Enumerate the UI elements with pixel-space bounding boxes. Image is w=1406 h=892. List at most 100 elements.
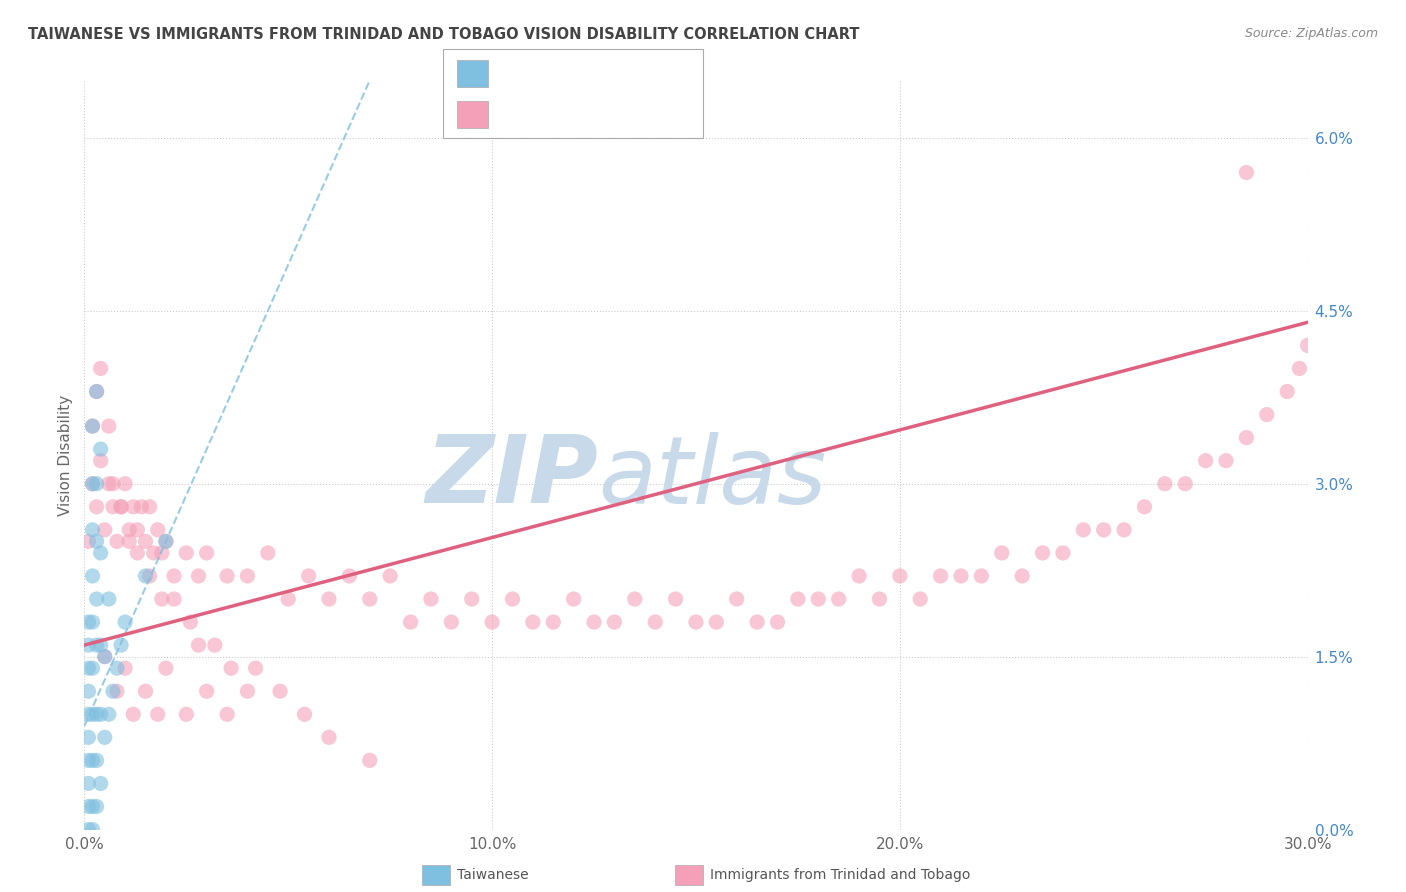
Point: [86, 592, 108, 607]
Point: [77, 753, 100, 767]
Text: Source: ZipAtlas.com: Source: ZipAtlas.com: [1244, 27, 1378, 40]
Point: [82, 615, 104, 629]
Point: [146, 707, 169, 722]
Point: [82, 419, 104, 434]
Point: [90, 453, 112, 467]
Point: [138, 500, 160, 514]
Point: [118, 534, 141, 549]
Point: [889, 569, 911, 583]
Point: [77, 615, 100, 629]
Point: [150, 592, 173, 607]
Point: [90, 546, 112, 560]
Point: [399, 615, 422, 629]
Point: [142, 546, 165, 560]
Point: [122, 500, 145, 514]
Point: [163, 592, 186, 607]
Point: [481, 615, 503, 629]
Point: [236, 684, 259, 698]
Point: [195, 684, 218, 698]
Point: [644, 615, 666, 629]
Point: [725, 592, 748, 607]
Point: [77, 707, 100, 722]
Point: [187, 569, 209, 583]
Point: [77, 684, 100, 698]
Point: [359, 592, 381, 607]
Point: [114, 615, 136, 629]
Point: [86, 799, 108, 814]
Point: [1032, 546, 1054, 560]
Point: [359, 753, 381, 767]
Point: [461, 592, 484, 607]
Point: [970, 569, 993, 583]
Point: [118, 523, 141, 537]
Point: [93, 523, 115, 537]
Point: [93, 649, 115, 664]
Point: [440, 615, 463, 629]
Text: R = 0.268   N = 110: R = 0.268 N = 110: [496, 107, 664, 121]
Point: [1296, 338, 1319, 352]
Point: [101, 476, 124, 491]
Text: Taiwanese: Taiwanese: [457, 868, 529, 882]
Point: [97, 707, 120, 722]
Point: [339, 569, 361, 583]
Point: [77, 661, 100, 675]
Point: [195, 546, 218, 560]
Point: [1092, 523, 1115, 537]
Point: [155, 534, 177, 549]
Point: [86, 476, 108, 491]
Point: [86, 500, 108, 514]
Point: [277, 592, 299, 607]
Point: [155, 534, 177, 549]
Point: [1011, 569, 1033, 583]
Point: [766, 615, 789, 629]
Point: [1236, 165, 1258, 179]
Text: Immigrants from Trinidad and Tobago: Immigrants from Trinidad and Tobago: [710, 868, 970, 882]
Point: [163, 569, 186, 583]
Point: [93, 649, 115, 664]
Point: [929, 569, 952, 583]
Point: [1133, 500, 1156, 514]
Point: [685, 615, 707, 629]
Point: [114, 661, 136, 675]
Point: [869, 592, 891, 607]
Point: [665, 592, 688, 607]
Point: [127, 546, 149, 560]
Point: [82, 661, 104, 675]
Point: [204, 638, 226, 652]
Point: [150, 546, 173, 560]
Point: [82, 523, 104, 537]
Point: [787, 592, 810, 607]
Point: [269, 684, 291, 698]
Point: [828, 592, 851, 607]
Point: [77, 731, 100, 745]
Point: [101, 500, 124, 514]
Point: [90, 776, 112, 790]
Point: [807, 592, 830, 607]
Point: [318, 731, 340, 745]
Y-axis label: Vision Disability: Vision Disability: [58, 394, 73, 516]
Point: [77, 822, 100, 837]
Point: [1288, 361, 1310, 376]
Point: [138, 569, 160, 583]
Point: [146, 523, 169, 537]
Point: [236, 569, 259, 583]
Point: [90, 638, 112, 652]
Point: [97, 419, 120, 434]
Point: [97, 476, 120, 491]
Point: [219, 661, 242, 675]
Point: [77, 776, 100, 790]
Point: [543, 615, 565, 629]
Point: [380, 569, 402, 583]
Point: [747, 615, 769, 629]
Point: [122, 707, 145, 722]
Point: [848, 569, 870, 583]
Text: atlas: atlas: [598, 432, 827, 523]
Point: [1236, 431, 1258, 445]
Point: [1195, 453, 1218, 467]
Point: [90, 442, 112, 457]
Point: [174, 546, 197, 560]
Point: [910, 592, 932, 607]
Point: [86, 384, 108, 399]
Text: ZIP: ZIP: [425, 432, 598, 524]
Point: [950, 569, 973, 583]
